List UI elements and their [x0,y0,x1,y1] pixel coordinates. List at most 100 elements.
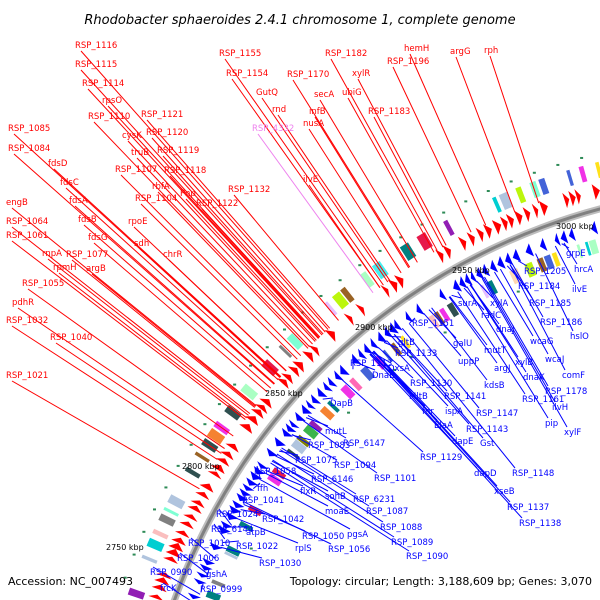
reverse-gene-arrow [220,520,234,529]
label-leader-line [457,291,526,395]
gc-marker [358,264,362,267]
cog-feature [594,161,600,179]
forward-gene-arrow [387,279,398,293]
label-leader-line [93,242,268,393]
reverse-gene-arrow [370,337,380,349]
label-leader-line [265,469,304,487]
label-leader-line [372,350,511,503]
gene-label: cysK [122,131,142,141]
gene-label: hemH [404,44,429,54]
label-leader-line [259,478,351,530]
label-leader-line [80,50,329,330]
label-leader-line [499,268,549,355]
label-leader-line [373,350,498,487]
gc-marker [516,290,520,293]
gene-label: gshA [206,570,227,580]
label-leader-line [91,273,256,407]
forward-gene-arrow [239,424,253,434]
label-leader-line [17,307,225,449]
gene-label: RSP_1084 [8,144,50,154]
reverse-gene-arrow [465,273,473,286]
summary-text: Topology: circular; Length: 3,188,609 bp… [289,575,592,588]
forward-gene-arrow [513,210,523,226]
label-leader-line [11,207,257,407]
reverse-gene-arrow [554,232,561,247]
gene-label: RSP_4332 [252,124,294,134]
gc-marker [142,530,146,533]
gc-marker [580,156,584,159]
gene-label: rpsO [102,96,122,106]
label-leader-line [152,566,201,595]
cog-feature [538,177,550,195]
reverse-gene-arrow [560,230,569,244]
cog-feature [167,494,186,510]
size-tick-label: 3000 kbp [556,222,594,231]
gc-marker [283,328,287,331]
forward-gene-arrow [531,203,539,219]
cog-feature [327,400,340,413]
gene-label: RSP_1186 [540,318,582,328]
forward-gene-arrow [259,398,272,409]
cog-feature [290,439,307,455]
reverse-gene-arrow [305,399,317,410]
gene-label: RSP_1122 [196,199,238,209]
label-leader-line [224,58,384,286]
forward-gene-arrow [154,577,170,586]
gene-label: infB [309,107,326,117]
label-leader-line [276,453,384,523]
cog-feature [566,169,574,187]
reverse-gene-arrow [322,381,333,392]
forward-gene-arrow [302,351,314,363]
gene-label: nusA [303,119,324,129]
gene-label: fdsG [88,233,107,243]
cog-feature [416,232,433,251]
reverse-gene-arrow [476,266,485,280]
label-leader-line [272,459,395,538]
cog-feature [286,333,304,350]
cog-feature [551,252,561,267]
gene-label: flxR [300,487,316,497]
label-leader-line [303,420,378,474]
forward-gene-arrow [183,514,198,523]
cog-feature [340,286,355,303]
forward-gene-arrow [308,345,320,357]
label-leader-line [373,350,456,437]
gene-label: sohB [325,492,346,502]
forward-gene-arrow [380,284,390,298]
gene-label: DnaE [372,371,395,381]
gene-label: RSP_1110 [88,112,130,122]
gene-label: RSP_1055 [22,279,64,289]
gene-label: RSP_1185 [529,299,571,309]
gene-label: rpmH [53,263,77,273]
label-leader-line [358,363,376,371]
cog-feature [127,587,146,600]
cog-feature [480,284,490,299]
label-leader-line [308,184,381,288]
label-leader-line [509,264,566,371]
label-leader-line [409,53,487,226]
cog-feature [278,344,293,358]
gene-label: atpB [246,528,266,538]
reverse-gene-arrow [568,227,576,242]
reverse-gene-arrow [512,248,522,262]
gc-marker [378,249,382,252]
label-leader-line [55,342,222,454]
cog-feature [498,191,514,210]
label-leader-line [185,198,317,341]
label-leader-line [463,287,485,311]
label-leader-line [277,114,391,281]
gene-label: DapB [330,399,353,409]
label-leader-line [206,568,210,578]
gene-label: RSP_1121 [141,110,183,120]
gene-label: RSP_1101 [374,474,416,484]
forward-gene-arrow [435,249,444,264]
cog-feature [529,180,541,199]
gc-marker [338,279,342,282]
gene-label: RSP_1010 [188,539,230,549]
reverse-gene-arrow [539,237,548,252]
label-leader-line [455,56,516,213]
cog-feature [371,260,389,280]
gc-marker [443,331,447,334]
cog-feature [194,451,210,463]
label-leader-line [357,78,447,246]
